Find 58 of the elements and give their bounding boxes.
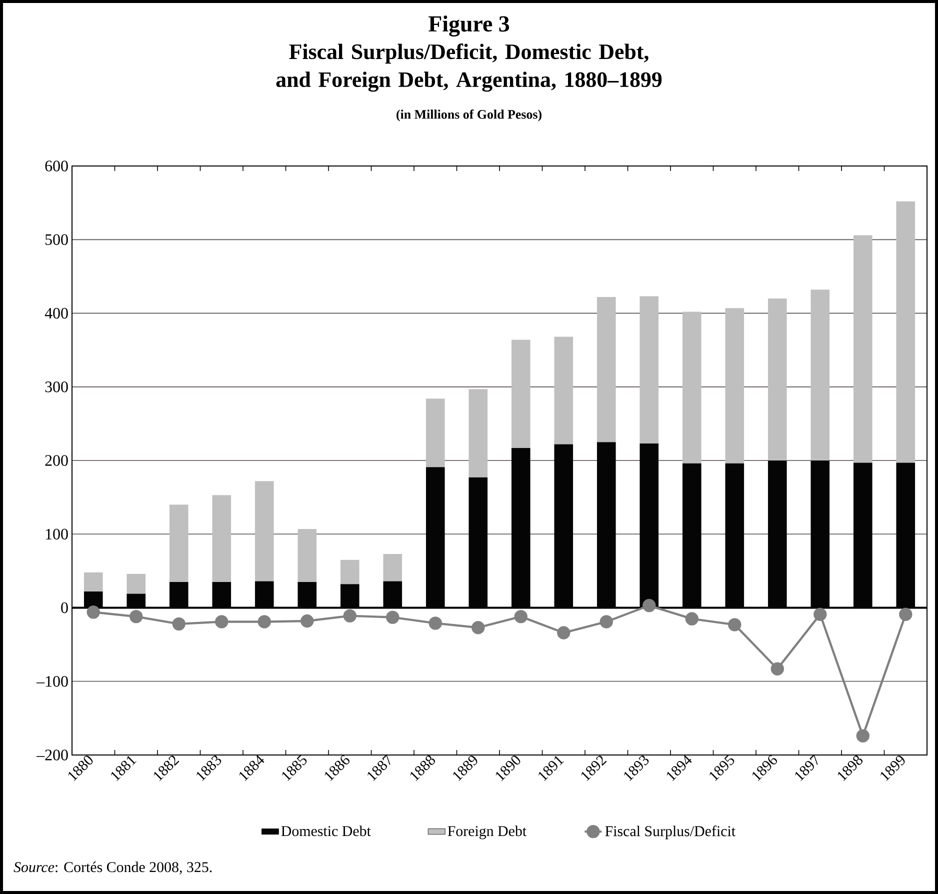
bar xyxy=(853,235,872,463)
point xyxy=(215,615,228,628)
point xyxy=(557,626,570,640)
bar xyxy=(340,560,360,584)
legend-label: Domestic Debt xyxy=(281,826,371,836)
point xyxy=(300,614,314,628)
bar xyxy=(768,298,787,460)
chart-title: Figure 3 xyxy=(428,16,510,36)
bar xyxy=(426,398,445,468)
point xyxy=(600,615,613,628)
y-tick-label: 100 xyxy=(46,528,68,540)
point xyxy=(86,606,100,619)
point xyxy=(514,610,528,624)
y-tick-label: 200 xyxy=(45,455,68,466)
point xyxy=(428,616,442,630)
point xyxy=(728,618,742,632)
y-tick-label: 600 xyxy=(45,160,68,172)
chart-subtitle: Fiscal Surplus/Deficit, Domestic Debt, and Foreign Debt, Argentina, 1880–1899 xyxy=(276,44,662,92)
bar xyxy=(254,481,274,582)
y-tick-label: 500 xyxy=(46,234,68,245)
y-tick-label: –100 xyxy=(36,676,68,687)
x-tick-label: 1881 xyxy=(111,756,136,782)
bar xyxy=(810,290,830,460)
bar xyxy=(298,528,317,582)
point xyxy=(386,610,400,624)
bar xyxy=(596,297,616,442)
y-tick-label: –200 xyxy=(36,750,68,760)
bar xyxy=(126,574,146,594)
y-tick-label: 0 xyxy=(61,602,68,614)
point xyxy=(642,598,656,612)
point xyxy=(899,608,912,621)
bar xyxy=(383,554,402,582)
point xyxy=(814,608,827,621)
legend-label: Fiscal Surplus/Deficit xyxy=(605,826,736,840)
bar xyxy=(212,495,232,582)
point xyxy=(685,612,698,626)
point xyxy=(172,617,186,631)
bar xyxy=(511,340,530,448)
point xyxy=(258,615,271,628)
y-tick-label: 300 xyxy=(45,381,68,392)
y-axis-title: (in Millions of Gold Pesos) xyxy=(396,110,542,122)
bar xyxy=(682,312,702,464)
bar xyxy=(640,296,659,444)
legend-label: Foreign Debt xyxy=(448,826,526,840)
point xyxy=(856,729,870,742)
bar xyxy=(896,201,916,463)
bar xyxy=(84,572,103,592)
bar xyxy=(725,308,744,464)
point xyxy=(343,609,356,622)
point xyxy=(472,621,485,634)
bar xyxy=(468,389,488,478)
x-tick-label: 1891 xyxy=(538,756,564,782)
bar xyxy=(554,336,574,444)
bar xyxy=(169,504,188,582)
text: Source: Cortés Conde 2008, 325. xyxy=(14,862,212,874)
y-tick-label: 400 xyxy=(44,308,68,319)
point xyxy=(770,662,784,676)
point xyxy=(130,610,143,624)
